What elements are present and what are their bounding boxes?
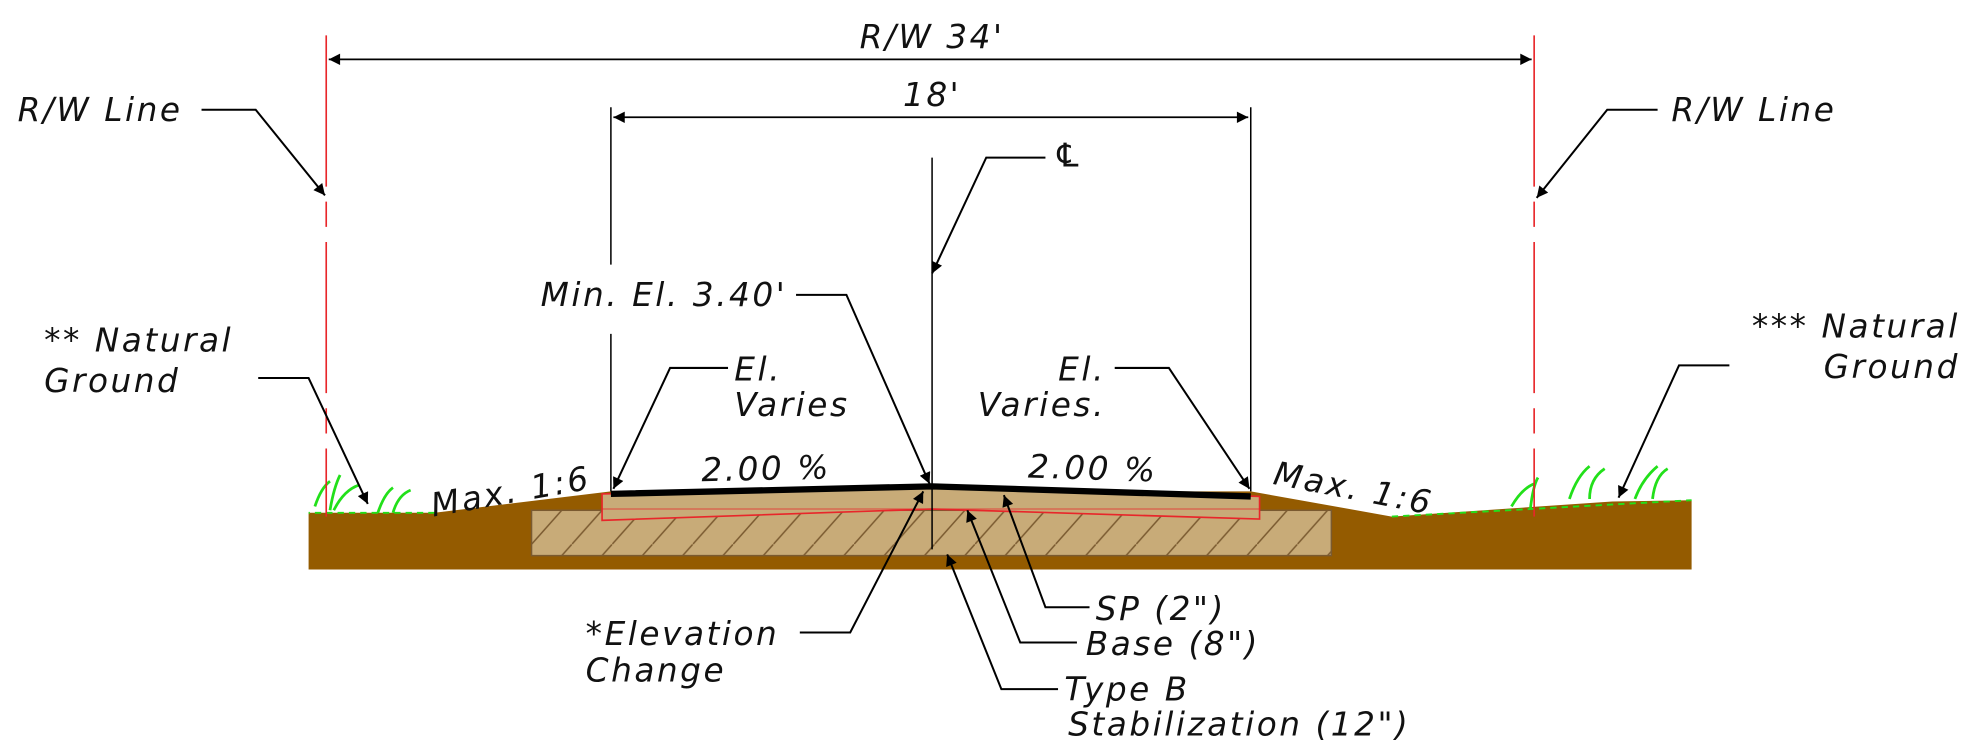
pavement-dimension: 18' — [903, 76, 961, 114]
elevation-label: El. — [734, 351, 782, 389]
natural-ground-label: *** Natural — [1752, 308, 1960, 346]
dimensions — [325, 35, 1535, 550]
natural-ground-label: Ground — [1824, 348, 1960, 386]
stabilization-label: Type B — [1064, 670, 1189, 708]
elevation-label: Varies — [734, 386, 849, 424]
rw-dimension: R/W 34' — [860, 18, 1005, 56]
elevation-change-label: *Elevation — [586, 615, 780, 653]
ground — [308, 483, 1692, 570]
stabilization-label: Stabilization (12") — [1068, 706, 1410, 744]
leaders — [201, 108, 1730, 691]
rw-line-label: R/W Line — [1671, 91, 1836, 129]
slope-label: 2.00 % — [1028, 448, 1159, 490]
elevation-label: El. — [1058, 351, 1106, 389]
centerline-label: ℄ — [1053, 136, 1085, 174]
elevation-label: Varies. — [978, 386, 1106, 424]
sp-label: SP (2") — [1096, 590, 1226, 628]
rw-line-label: R/W Line — [18, 91, 183, 129]
slope-label: 2.00 % — [701, 448, 831, 489]
base-label: Base (8") — [1086, 625, 1260, 663]
natural-ground-label: Ground — [44, 362, 180, 400]
elevation-change-label: Change — [586, 652, 726, 690]
min-elevation-label: Min. El. 3.40' — [541, 276, 788, 314]
natural-ground-label: ** Natural — [44, 322, 233, 360]
